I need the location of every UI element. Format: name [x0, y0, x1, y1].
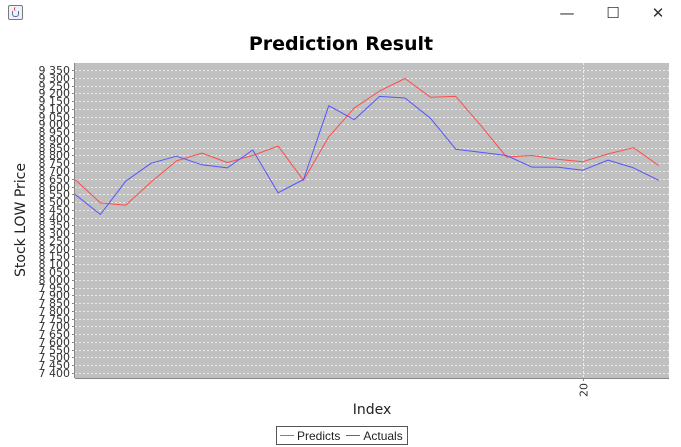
y-tick-label: 8 250 [39, 235, 71, 248]
y-axis-label: Stock LOW Price [13, 163, 29, 277]
y-tick-label: 7 500 [39, 351, 71, 364]
y-tick-label: 8 350 [39, 219, 71, 232]
y-tick-label: 8 200 [39, 243, 71, 256]
y-tick-label: 8 750 [39, 157, 71, 170]
y-tick-label: 8 500 [39, 196, 71, 209]
series-layer [74, 78, 660, 215]
y-tick-label: 8 650 [39, 173, 71, 186]
y-tick-label: 8 950 [39, 126, 71, 139]
x-axis: 20 [75, 378, 669, 397]
y-tick-label: 8 400 [39, 212, 71, 225]
java-steam-mark [14, 7, 18, 11]
y-tick-label: 9 300 [39, 72, 71, 85]
y-tick-label: 8 050 [39, 266, 71, 279]
series-line-predicts [74, 78, 660, 206]
y-tick-label: 7 950 [39, 282, 71, 295]
y-tick-label: 8 550 [39, 188, 71, 201]
y-tick-label: 8 150 [39, 250, 71, 263]
y-tick-label: 7 400 [39, 367, 71, 380]
legend-swatch-predicts [280, 435, 294, 436]
y-tick-label: 9 200 [39, 87, 71, 100]
y-tick-label: 7 850 [39, 297, 71, 310]
x-tick-label: 20 [578, 383, 591, 397]
y-tick-label: 8 800 [39, 149, 71, 162]
y-tick-label: 7 600 [39, 336, 71, 349]
x-axis-label: Index [353, 402, 392, 418]
java-cup-mark [12, 11, 19, 17]
y-tick-label: 8 450 [39, 204, 71, 217]
y-tick-label: 9 100 [39, 103, 71, 116]
chart-legend: Predicts Actuals [276, 426, 408, 445]
y-tick-label: 7 650 [39, 328, 71, 341]
y-tick-label: 7 700 [39, 320, 71, 333]
y-tick-label: 8 000 [39, 274, 71, 287]
y-tick-label: 9 350 [39, 64, 71, 77]
legend-item-actuals: Actuals [346, 428, 403, 443]
y-tick-label: 7 800 [39, 305, 71, 318]
y-tick-label: 8 900 [39, 134, 71, 147]
y-tick-label: 8 850 [39, 142, 71, 155]
y-tick-label: 8 600 [39, 181, 71, 194]
y-gridlines [75, 70, 669, 374]
chart-title: Prediction Result [249, 33, 433, 55]
legend-swatch-actuals [346, 435, 361, 436]
close-button[interactable]: ✕ [638, 2, 678, 24]
y-tick-label: 9 250 [39, 80, 71, 93]
legend-item-predicts: Predicts [280, 429, 340, 443]
y-tick-label: 7 550 [39, 344, 71, 357]
y-tick-label: 9 050 [39, 111, 71, 124]
legend-label-actuals: Actuals [363, 428, 403, 443]
minimize-button[interactable]: — [547, 2, 587, 24]
series-line-actuals [74, 95, 660, 215]
plot-area [75, 63, 669, 378]
y-tick-label: 7 900 [39, 289, 71, 302]
maximize-button[interactable]: ☐ [593, 2, 633, 24]
java-cup-icon[interactable] [8, 5, 23, 20]
y-tick-label: 8 300 [39, 227, 71, 240]
y-tick-label: 9 000 [39, 118, 71, 131]
legend-label-predicts: Predicts [297, 428, 341, 443]
y-tick-label: 7 450 [39, 359, 71, 372]
y-tick-label: 8 100 [39, 258, 71, 271]
y-tick-label: 8 700 [39, 165, 71, 178]
y-tick-label: 9 150 [39, 95, 71, 108]
y-tick-label: 7 750 [39, 313, 71, 326]
